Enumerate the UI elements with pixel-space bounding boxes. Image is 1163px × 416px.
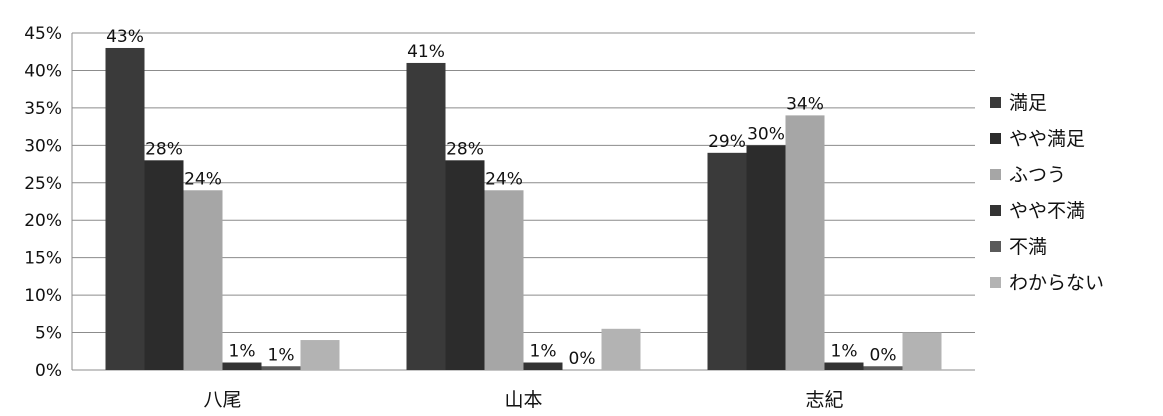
bars [105, 47, 942, 370]
bar [445, 160, 485, 370]
data-label: 30% [747, 124, 785, 144]
data-label: 1% [229, 342, 256, 362]
bar [222, 362, 262, 370]
y-tick-label: 45% [24, 24, 62, 44]
legend-label: ふつう [1009, 164, 1066, 186]
y-tick-label: 15% [24, 249, 62, 269]
legend-swatch [990, 277, 1001, 288]
data-label: 28% [446, 139, 484, 159]
bar [707, 152, 747, 370]
bar [261, 366, 301, 370]
data-label: 43% [106, 27, 144, 47]
bar [601, 328, 641, 370]
data-label: 1% [268, 345, 295, 365]
legend-swatch [990, 133, 1001, 144]
y-tick-label: 35% [24, 99, 62, 119]
data-label: 29% [708, 132, 746, 152]
legend-label: 満足 [1009, 92, 1047, 114]
legend-label: やや満足 [1009, 128, 1085, 150]
data-label: 1% [831, 342, 858, 362]
legend-label: 不満 [1009, 236, 1047, 258]
legend-swatch [990, 241, 1001, 252]
data-label: 28% [145, 139, 183, 159]
bar [902, 332, 942, 370]
data-label: 0% [569, 349, 596, 369]
y-tick-label: 40% [24, 61, 62, 81]
bar [105, 47, 145, 370]
y-tick-label: 20% [24, 211, 62, 231]
x-category-label: 山本 [504, 389, 542, 411]
bar [824, 362, 864, 370]
data-label: 41% [407, 42, 445, 62]
data-label: 0% [870, 345, 897, 365]
bar [523, 362, 563, 370]
legend-swatch [990, 97, 1001, 108]
bar [406, 62, 446, 370]
bar [300, 340, 340, 370]
data-label: 24% [184, 169, 222, 189]
bar [746, 145, 786, 370]
y-tick-label: 25% [24, 174, 62, 194]
bar [863, 366, 903, 370]
x-category-label: 八尾 [203, 389, 241, 411]
bar [144, 160, 184, 370]
bar [183, 190, 223, 370]
bar [785, 115, 825, 370]
data-label: 1% [530, 342, 557, 362]
y-tick-label: 30% [24, 136, 62, 156]
bar [484, 190, 524, 370]
legend-swatch [990, 205, 1001, 216]
data-labels: 43%28%24%1% 1%41%28%24%1% 0%29% 30%34%1% 0% [106, 27, 896, 369]
y-tick-label: 5% [35, 324, 62, 344]
data-label: 34% [786, 94, 824, 114]
data-label: 24% [485, 169, 523, 189]
y-axis: 0% 5% 10% 15% 20% 25% 30% 35% 40% 45% [24, 24, 73, 381]
x-category-label: 志紀 [805, 389, 843, 411]
y-tick-label: 10% [24, 286, 62, 306]
y-tick-label: 0% [35, 361, 62, 381]
x-axis: 八尾 山本 志紀 [203, 389, 843, 411]
legend-label: やや不満 [1009, 200, 1085, 222]
legend-label: わからない [1009, 272, 1104, 294]
legend-swatch [990, 169, 1001, 180]
